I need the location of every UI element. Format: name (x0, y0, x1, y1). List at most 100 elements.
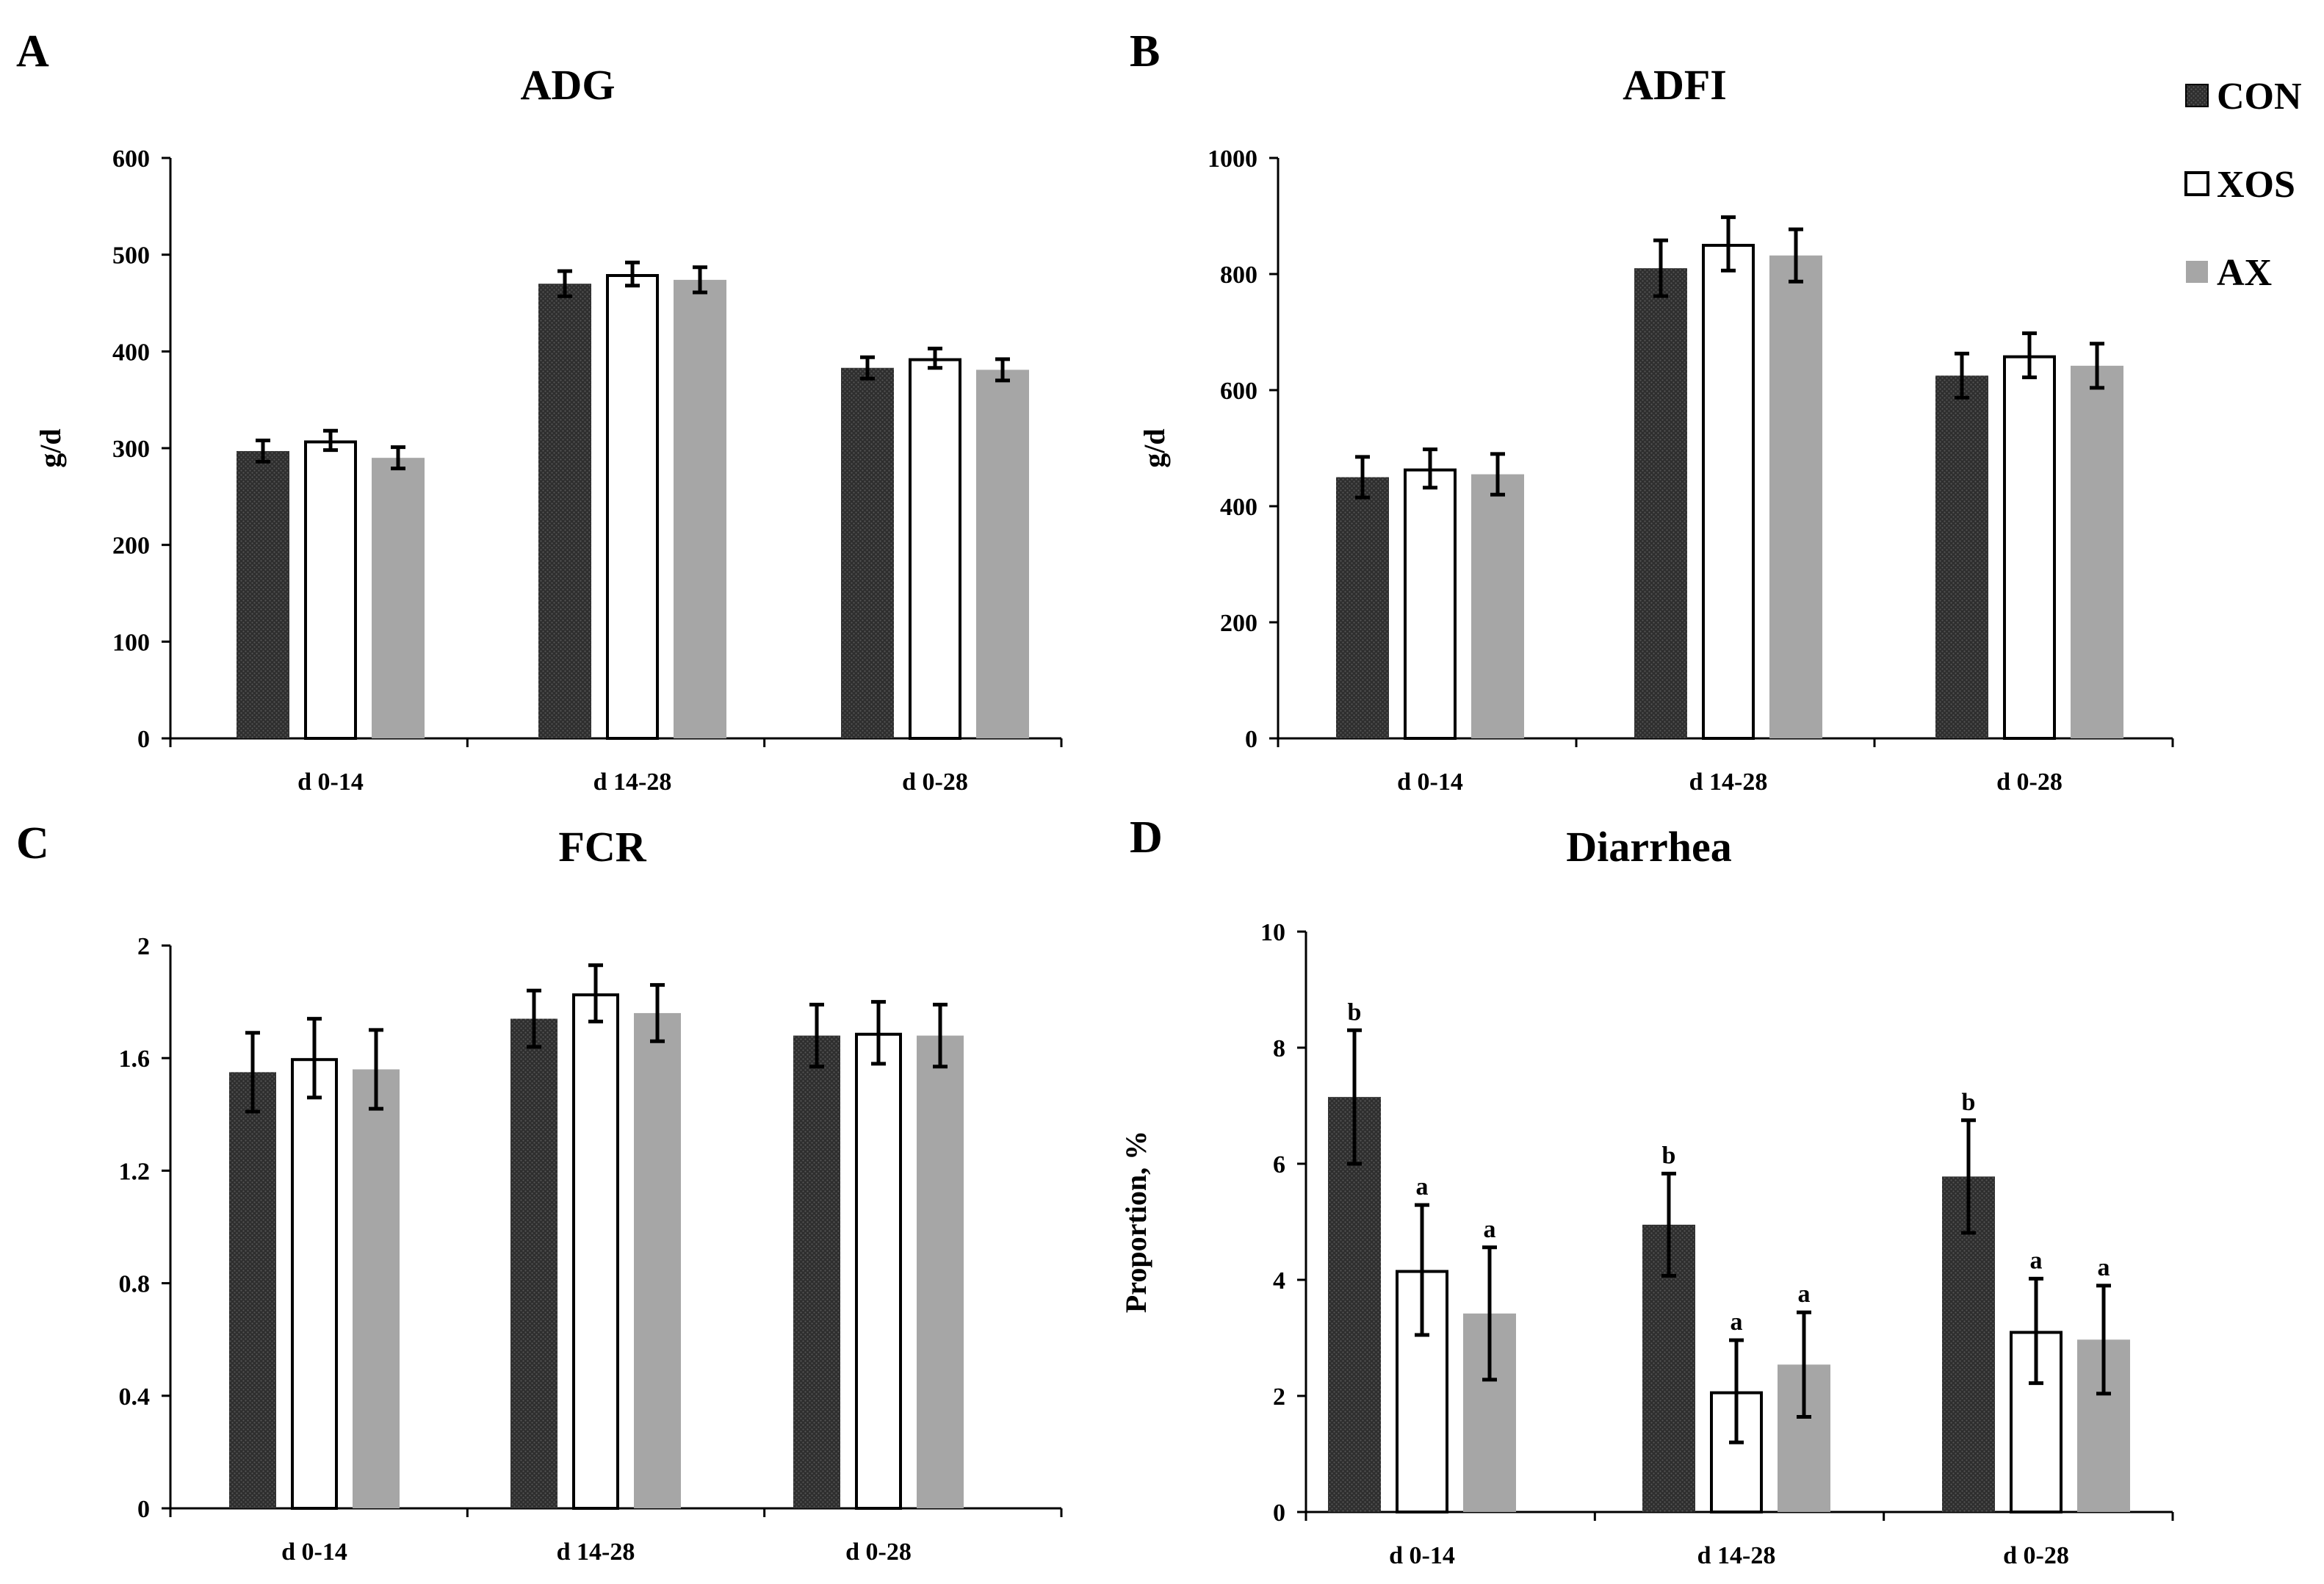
y-tick-label: 0 (1273, 1500, 1285, 1527)
plot-area-fcr: 0 0.4 0.8 1.2 1.6 2 d 0-14 d 14-28 d 0-28 (119, 933, 1062, 1566)
significance-label: b (1348, 998, 1362, 1026)
legend-swatch-xos (2186, 173, 2208, 195)
legend: CON XOS AX (2186, 76, 2302, 294)
significance-label: a (1731, 1308, 1743, 1336)
bar-xos-1 (574, 995, 618, 1508)
legend-item-con: CON (2186, 76, 2302, 118)
y-tick-label: 10 (1260, 919, 1285, 946)
bar-xos-2 (856, 1034, 901, 1508)
plot-area-adfi: 0 200 400 600 800 1000 d 0-14 d 14-28 d 0-28 g/d (1138, 145, 2173, 796)
y-tick-label: 0 (137, 1496, 150, 1523)
bar-xos-1 (607, 276, 657, 738)
bar-xos-0 (292, 1059, 336, 1508)
bar-ax-2 (976, 370, 1029, 738)
bar-ax-0 (372, 458, 425, 738)
panel-letter-b: B (1130, 26, 1160, 76)
y-tick-label: 2 (137, 933, 150, 960)
y-tick-label: 500 (112, 242, 150, 270)
panel-a-adg: A ADG 0 100 200 300 400 500 600 d 0-14 d 14-28 d … (16, 26, 1061, 796)
y-tick-label: 100 (112, 629, 150, 656)
bar-ax-1 (1769, 256, 1822, 738)
x-tick-label: d 0-14 (297, 768, 364, 796)
bar-xos-0 (1405, 470, 1455, 738)
x-tick-label: d 0-14 (1389, 1542, 1455, 1569)
bar-xos-1 (1703, 245, 1753, 738)
x-tick-label: d 14-28 (557, 1538, 635, 1566)
bar-con-2 (841, 368, 894, 738)
y-tick-label: 0 (1245, 726, 1257, 753)
bar-ax-0 (353, 1070, 400, 1508)
y-tick-label: 300 (112, 436, 150, 463)
bar-ax-2 (917, 1036, 964, 1508)
bar-ax-2 (2071, 366, 2123, 738)
x-tick-label: d 14-28 (593, 768, 672, 796)
y-axis-label: g/d (34, 428, 67, 467)
panel-letter-d: D (1130, 813, 1163, 863)
bar-con-1 (1634, 268, 1687, 738)
bar-ax-1 (634, 1013, 681, 1508)
panel-d-diarrhea: D Diarrhea 0 2 4 6 8 10 d 0-14 d 14-28 d 0-28 Pro… (1119, 813, 2173, 1569)
figure: A ADG 0100200300400500600d 0-14 d 14-28 d … (0, 0, 2324, 1584)
x-tick-label: d 0-28 (1996, 768, 2063, 796)
chart-title-adg: ADG (521, 61, 616, 109)
panel-letter-a: A (16, 26, 49, 76)
legend-swatch-con (2186, 84, 2208, 107)
y-tick-label: 4 (1273, 1267, 1285, 1295)
x-tick-label: d 14-28 (1697, 1542, 1776, 1569)
chart-title-diarrhea: Diarrhea (1566, 823, 1732, 871)
bar-xos-2 (910, 360, 960, 738)
bar-con-1 (538, 284, 591, 738)
bar-xos-2 (2004, 357, 2054, 738)
legend-swatch-ax (2186, 261, 2208, 283)
panel-letter-c: C (16, 818, 49, 868)
plot-area-diarrhea: 0 2 4 6 8 10 d 0-14 d 14-28 d 0-28 Proportion, % b… (1119, 919, 2173, 1569)
y-tick-label: 0.4 (119, 1383, 151, 1411)
panel-b-adfi: B ADFI 0 200 400 600 800 1000 d 0-14 d 14-28 d 0… (1130, 26, 2173, 796)
significance-label: b (1662, 1142, 1676, 1169)
y-tick-label: 800 (1220, 262, 1257, 289)
legend-item-ax: AX (2186, 252, 2272, 294)
y-tick-label: 0 (137, 726, 150, 753)
panel-c-fcr: C FCR 0 0.4 0.8 1.2 1.6 2 d 0-14 d 14-28 d 0-28 (16, 818, 1061, 1566)
chart-title-adfi: ADFI (1623, 61, 1727, 109)
bar-con-1 (510, 1019, 557, 1508)
legend-item-xos: XOS (2186, 164, 2295, 206)
y-tick-label: 200 (112, 533, 150, 560)
y-tick-label: 600 (1220, 378, 1257, 405)
y-axis-label: Proportion, % (1119, 1131, 1152, 1313)
legend-label-ax: AX (2217, 252, 2272, 294)
bar-con-2 (793, 1036, 840, 1508)
significance-label: a (1416, 1173, 1429, 1200)
y-tick-label: 8 (1273, 1035, 1285, 1062)
legend-label-xos: XOS (2217, 164, 2295, 206)
bar-xos-0 (306, 442, 356, 738)
significance-label: a (2030, 1247, 2043, 1274)
chart-title-fcr: FCR (558, 823, 646, 871)
legend-label-con: CON (2217, 76, 2302, 118)
significance-label: b (1962, 1089, 1976, 1116)
plot-area-adg: 0 100 200 300 400 500 600 d 0-14 d 14-28 d 0-28 g/… (34, 145, 1061, 796)
y-tick-label: 1000 (1208, 145, 1257, 173)
x-tick-label: d 0-28 (902, 768, 968, 796)
y-tick-label: 0.8 (119, 1271, 151, 1298)
y-tick-label: 400 (112, 339, 150, 366)
x-tick-label: d 0-14 (281, 1538, 347, 1566)
significance-label: a (2098, 1254, 2110, 1281)
y-tick-label: 2 (1273, 1383, 1285, 1411)
y-tick-label: 400 (1220, 494, 1257, 521)
y-tick-label: 600 (112, 145, 150, 173)
significance-label: a (1798, 1281, 1811, 1308)
y-tick-label: 6 (1273, 1151, 1285, 1178)
y-tick-label: 1.6 (119, 1045, 151, 1073)
bar-ax-1 (674, 280, 726, 738)
y-axis-label: g/d (1138, 428, 1171, 467)
x-tick-label: d 14-28 (1689, 768, 1768, 796)
bar-ax-0 (1471, 475, 1524, 738)
y-tick-label: 200 (1220, 610, 1257, 637)
bar-con-2 (1935, 375, 1988, 738)
bar-con-0 (237, 451, 289, 738)
bar-con-0 (229, 1072, 276, 1508)
significance-label: a (1484, 1216, 1496, 1243)
x-tick-label: d 0-28 (845, 1538, 912, 1566)
y-tick-label: 1.2 (119, 1158, 151, 1185)
